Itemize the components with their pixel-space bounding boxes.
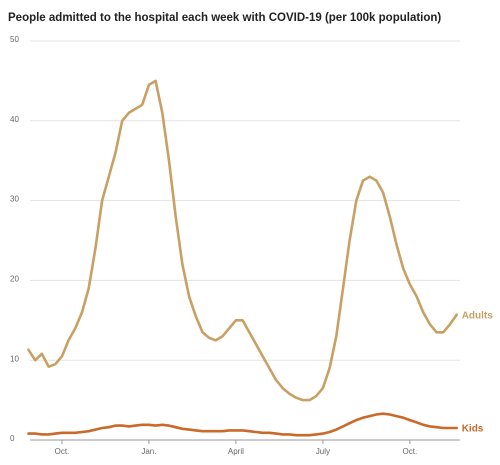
x-tick-label: Oct. (55, 447, 70, 456)
chart-title: People admitted to the hospital each wee… (8, 12, 441, 24)
x-tick-label: July (316, 447, 330, 456)
y-tick-label: 20 (10, 275, 19, 284)
y-tick-label: 10 (10, 354, 19, 363)
line-series (27, 412, 459, 437)
y-tick-label: 30 (10, 195, 19, 204)
y-tick-label: 40 (10, 115, 19, 124)
y-tick-label: 0 (10, 434, 15, 443)
x-tick-label: April (228, 447, 244, 456)
x-tick-label: Oct. (403, 447, 418, 456)
x-tick-label: Jan. (141, 447, 156, 456)
line-series (27, 79, 459, 402)
y-tick-label: 50 (10, 35, 19, 44)
series-label: Kids (462, 424, 484, 435)
series-label: Adults (462, 310, 494, 321)
